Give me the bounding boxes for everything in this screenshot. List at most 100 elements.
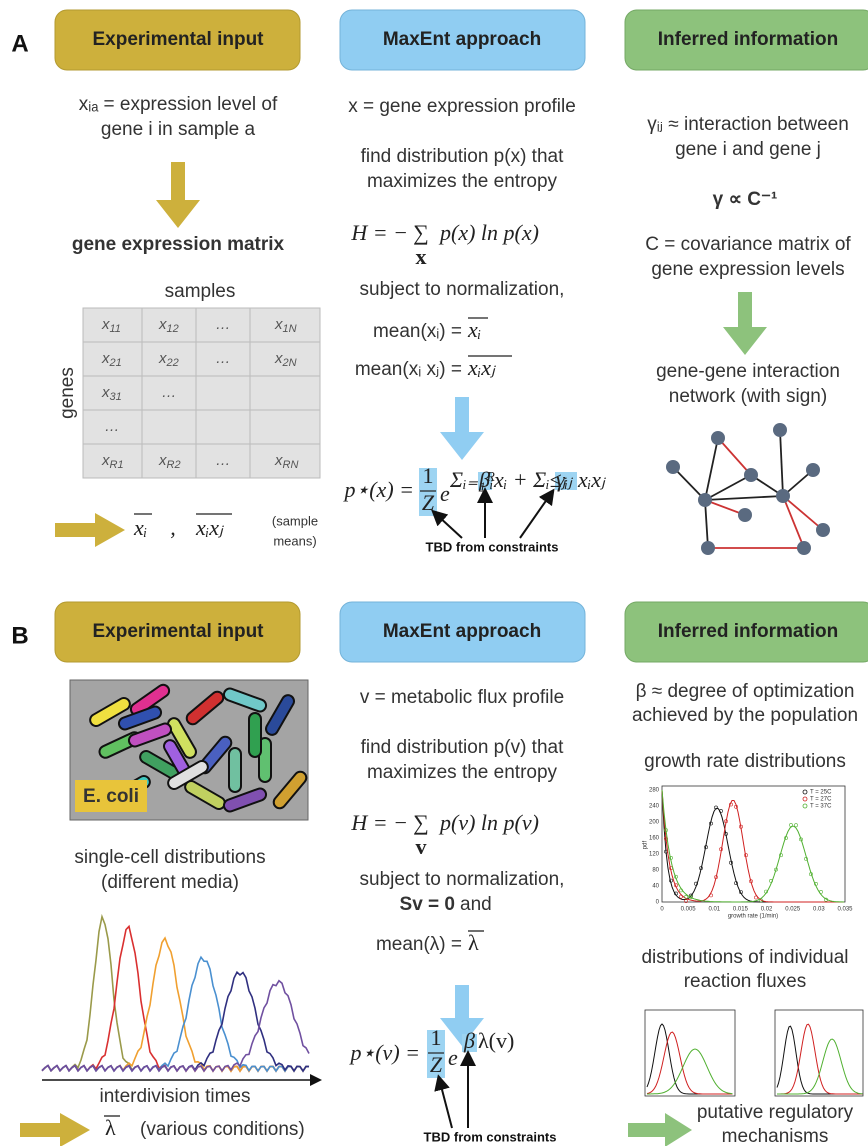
growth-point [694,881,698,886]
relation: γ ∝ C⁻¹ [713,189,778,210]
x-tick-label: 0.01 [708,907,720,913]
y-tick-label: 40 [652,884,659,890]
node [738,508,752,522]
flux-curve [646,1023,733,1095]
distribution-curve [41,936,310,1073]
constraint: xᵢ [467,317,481,342]
formula: p(x) ln p(x) [438,220,539,245]
label-box [75,780,147,812]
cell-rod [127,722,173,748]
separator: , [170,515,176,540]
input-line: xᵢₐ = expression level of [79,94,278,115]
mean-note: (sample [272,513,318,528]
node [797,541,811,555]
growth-curves [661,789,845,904]
growth-point [779,853,783,858]
growth-point [759,898,763,903]
matrix-grid [82,307,321,479]
decorations [20,9,868,1146]
matrix-cell: x12 [158,316,179,335]
edge [672,466,706,501]
distribution-curve [41,979,310,1073]
matrix-title: gene expression matrix [72,234,285,255]
maxent-line: maximizes the entropy [367,762,558,783]
mean-symbol: xᵢxⱼ [195,515,224,540]
edge [782,495,824,531]
edge [779,429,784,497]
inferred-line: β ≈ degree of optimization [636,681,855,702]
growth-point [729,860,733,865]
constraint: mean(xᵢ) = [373,321,462,342]
growth-point [749,879,753,884]
flux-curves [646,1023,863,1095]
formula: e [440,481,450,506]
matrix-cell: … [105,418,120,435]
cell-rod [167,760,209,790]
legend-label: T = 25C [810,790,832,796]
pointer-arrows [431,487,555,1129]
growth-point [729,802,733,807]
inferred-line: gene-gene interaction [656,361,840,382]
growth-point [714,875,718,880]
growth-point [664,828,668,833]
formula: H = − [350,220,408,245]
growth-point [674,883,678,888]
arrow [440,397,484,460]
arrow [723,292,767,355]
cell-rod [89,697,131,727]
node [806,463,820,477]
subscript: 22 [166,357,179,369]
growth-point [689,895,693,900]
cell-rod [248,712,262,758]
cell-rod [265,694,295,736]
growth-point [734,881,738,886]
subscript: 31 [110,391,122,403]
header-box [339,601,586,663]
growth-point [784,836,788,840]
edge [704,499,746,516]
cell-rod [272,770,308,810]
exponent: β [463,1028,475,1053]
edge [782,495,805,549]
legend-label: T = 27C [810,797,832,803]
growth-point [739,824,743,829]
arrow [156,162,200,228]
matrix-cell: x1N [274,316,297,335]
formula: x [416,244,427,269]
node [776,489,790,503]
header-title: MaxEnt approach [383,29,541,50]
formula: ∑ [413,810,429,835]
inferred-line: gene i and gene j [675,139,821,160]
constraint-intro: subject to normalization, [360,869,565,890]
variable: x [158,316,167,333]
variable: … [216,350,231,367]
matrix-cell: x22 [158,350,179,369]
axis-label: interdivision times [100,1086,251,1107]
inferred-line: network (with sign) [669,386,827,407]
maxent-line: v = metabolic flux profile [360,687,564,708]
formula: p(v) ln p(v) [438,810,539,835]
node [701,541,715,555]
arrow [20,1113,90,1146]
flux-curve [647,1048,733,1095]
exponent: βᵢ [478,467,493,492]
growth-point [709,821,713,826]
x-tick-label: 0.005 [681,907,697,913]
maxent-line: x = gene expression profile [348,96,576,117]
growth-point [719,847,723,852]
output-line: putative regulatory [697,1102,854,1123]
edge [704,474,752,501]
subscript: R1 [110,459,124,471]
growth-point [704,845,708,850]
formula: Z [422,490,435,515]
node [711,431,725,445]
header-box [54,9,301,71]
cell-rod [228,747,242,793]
variable: x [274,316,283,333]
matrix-cell: … [216,316,231,333]
plot-title: distributions of individual [641,947,848,968]
subscript: RN [283,459,299,471]
distribution-curve [41,924,310,1073]
mean-symbol: xᵢ [133,515,147,540]
